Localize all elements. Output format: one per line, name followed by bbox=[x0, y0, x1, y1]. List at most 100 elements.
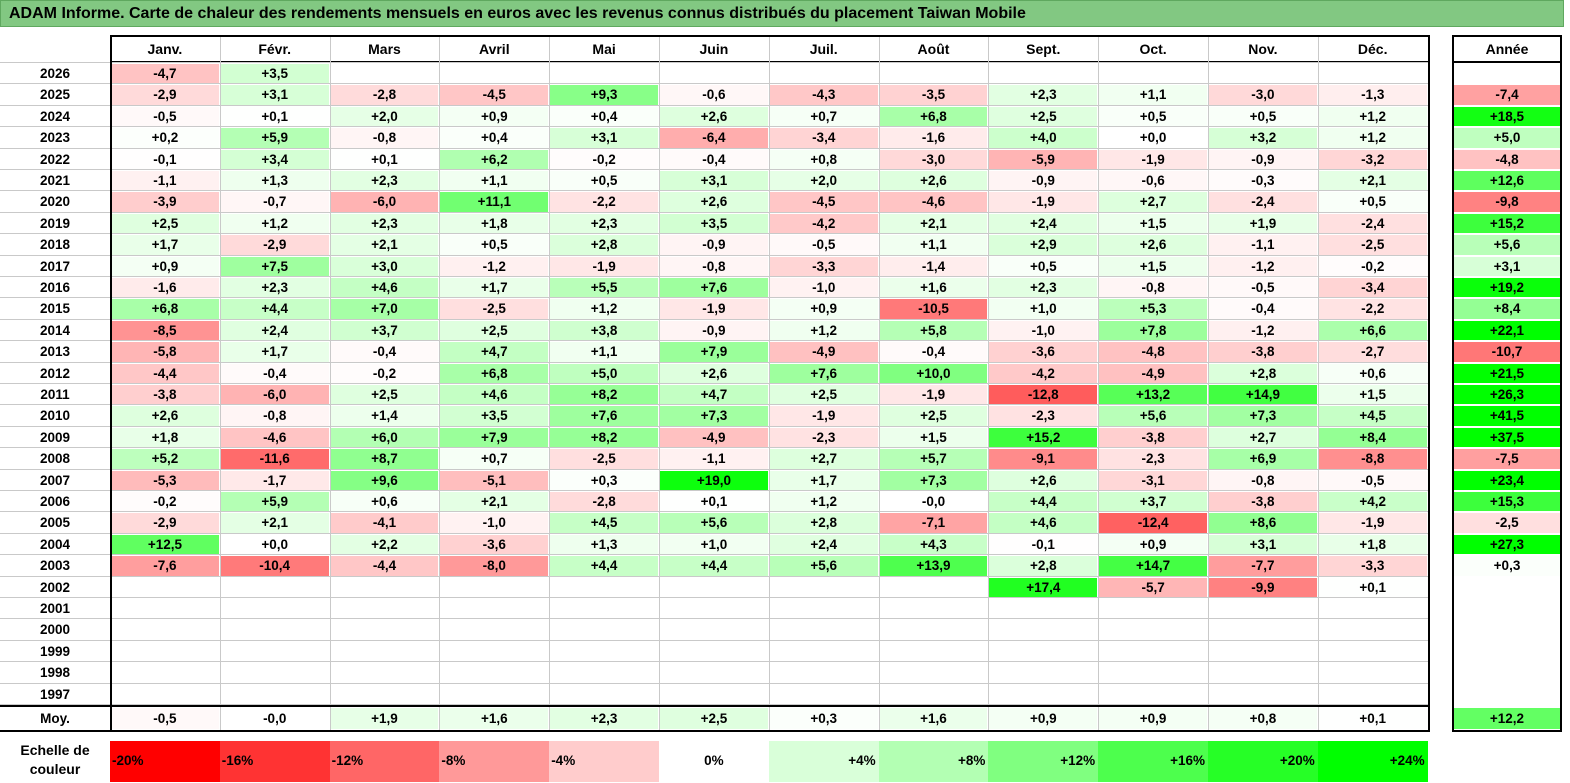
heatmap-cell: -6,0 bbox=[330, 192, 439, 212]
heatmap-cell: +0,0 bbox=[1099, 128, 1207, 148]
heatmap-cell: +2,1 bbox=[879, 213, 988, 234]
heatmap-cell: +1,5 bbox=[1099, 213, 1207, 234]
heatmap-cell: -1,3 bbox=[1318, 85, 1427, 105]
heatmap-cell: +1,7 bbox=[111, 235, 219, 255]
month-header: Févr. bbox=[219, 35, 330, 63]
year-label: 2017 bbox=[39, 258, 71, 274]
heatmap-cell: +11,1 bbox=[440, 192, 549, 212]
grid-line bbox=[549, 706, 551, 731]
month-header: Juil. bbox=[768, 35, 879, 63]
heatmap-cell bbox=[879, 577, 988, 597]
heatmap-cell bbox=[1099, 663, 1207, 683]
heatmap-cell: +1,2 bbox=[1318, 106, 1427, 127]
scale-step: +4% bbox=[768, 741, 879, 782]
annual-cell bbox=[1453, 684, 1561, 704]
month-header: Déc. bbox=[1317, 35, 1428, 63]
annual-cell bbox=[1453, 663, 1561, 683]
heatmap-cell: -0,5 bbox=[1209, 278, 1317, 298]
heatmap-cell: +3,7 bbox=[330, 320, 439, 341]
grid-line bbox=[0, 661, 1428, 663]
heatmap-cell bbox=[550, 64, 658, 84]
scale-step: 0% bbox=[659, 741, 769, 782]
heatmap-cell: +2,3 bbox=[550, 213, 658, 234]
heatmap-cell: -3,3 bbox=[769, 256, 878, 276]
grid-line bbox=[0, 490, 1428, 491]
heatmap-cell: +2,1 bbox=[330, 235, 439, 255]
heatmap-cell: +0,1 bbox=[1318, 577, 1427, 597]
heatmap-cell: -3,6 bbox=[989, 342, 1098, 362]
heatmap-cell: +3,5 bbox=[660, 213, 768, 234]
heatmap-cell: -0,3 bbox=[1209, 171, 1317, 191]
heatmap-cell bbox=[1318, 684, 1427, 704]
heatmap-cell bbox=[550, 620, 658, 640]
heatmap-cell: -8,8 bbox=[1318, 449, 1427, 469]
heatmap-cell: +2,5 bbox=[440, 320, 549, 341]
heatmap-cell: -1,9 bbox=[660, 299, 768, 319]
year-label: 2012 bbox=[39, 365, 71, 381]
heatmap-cell: +3,0 bbox=[330, 256, 439, 276]
heatmap-cell: -1,2 bbox=[440, 256, 549, 276]
annual-cell bbox=[1453, 577, 1561, 597]
year-label: 2009 bbox=[39, 429, 71, 445]
heatmap-cell bbox=[989, 641, 1098, 662]
scale-label: Echelle de couleur bbox=[0, 741, 110, 782]
grid-line bbox=[0, 511, 1428, 513]
heatmap-cell bbox=[440, 641, 549, 662]
average-cell: +0,3 bbox=[769, 708, 878, 729]
heatmap-cell: +4,4 bbox=[220, 299, 329, 319]
heatmap-cell: -5,9 bbox=[989, 149, 1098, 169]
heatmap-cell: +5,0 bbox=[550, 363, 658, 383]
heatmap-cell bbox=[879, 620, 988, 640]
heatmap-cell: -0,6 bbox=[660, 85, 768, 105]
heatmap-cell: +0,9 bbox=[1099, 534, 1207, 555]
heatmap-cell: +2,5 bbox=[111, 213, 219, 234]
heatmap-cell: +2,7 bbox=[1209, 427, 1317, 448]
annual-cell: +0,3 bbox=[1453, 556, 1561, 576]
heatmap-cell: -7,1 bbox=[879, 513, 988, 533]
average-cell: +0,9 bbox=[989, 708, 1098, 729]
grid-line bbox=[0, 730, 1428, 732]
heatmap-cell: +3,4 bbox=[220, 149, 329, 169]
grid-line bbox=[878, 706, 880, 731]
heatmap-cell: +2,8 bbox=[550, 235, 658, 255]
heatmap-cell: -6,0 bbox=[220, 385, 329, 405]
heatmap-cell: +2,0 bbox=[330, 106, 439, 127]
heatmap-cell: +0,9 bbox=[769, 299, 878, 319]
heatmap-cell bbox=[440, 64, 549, 84]
heatmap-cell: +2,6 bbox=[660, 192, 768, 212]
heatmap-cell: -4,5 bbox=[769, 192, 878, 212]
average-cell: +1,6 bbox=[440, 708, 549, 729]
heatmap-cell bbox=[1209, 599, 1317, 619]
heatmap-cell: +0,5 bbox=[550, 171, 658, 191]
annual-cell: +27,3 bbox=[1453, 534, 1561, 555]
heatmap-cell: +2,4 bbox=[769, 534, 878, 555]
heatmap-cell: -7,7 bbox=[1209, 556, 1317, 576]
heatmap-cell: -3,6 bbox=[440, 534, 549, 555]
heatmap-cell: +15,2 bbox=[989, 427, 1098, 448]
heatmap-cell: -2,3 bbox=[769, 427, 878, 448]
heatmap-cell: +2,6 bbox=[879, 171, 988, 191]
heatmap-cell: -4,4 bbox=[111, 363, 219, 383]
heatmap-cell: -0,5 bbox=[111, 106, 219, 127]
heatmap-cell: -11,6 bbox=[220, 449, 329, 469]
month-header: Juin bbox=[659, 35, 769, 63]
annual-cell: -4,8 bbox=[1453, 149, 1561, 169]
annual-cell: +8,4 bbox=[1453, 299, 1561, 319]
heatmap-cell bbox=[989, 663, 1098, 683]
heatmap-cell bbox=[1318, 641, 1427, 662]
heatmap-cell: -4,7 bbox=[111, 64, 219, 84]
heatmap-cell bbox=[440, 599, 549, 619]
heatmap-cell bbox=[1318, 599, 1427, 619]
year-label: 2007 bbox=[39, 472, 71, 488]
average-cell: +0,9 bbox=[1099, 708, 1207, 729]
heatmap-cell: -1,9 bbox=[550, 256, 658, 276]
heatmap-cell: +1,5 bbox=[879, 427, 988, 448]
heatmap-cell: +4,0 bbox=[989, 128, 1098, 148]
heatmap-cell: -1,0 bbox=[769, 278, 878, 298]
heatmap-cell: -4,6 bbox=[220, 427, 329, 448]
heatmap-cell: -2,2 bbox=[1318, 299, 1427, 319]
grid-line bbox=[659, 35, 660, 705]
heatmap-cell bbox=[440, 663, 549, 683]
year-label: 2019 bbox=[39, 215, 71, 231]
heatmap-cell bbox=[660, 663, 768, 683]
